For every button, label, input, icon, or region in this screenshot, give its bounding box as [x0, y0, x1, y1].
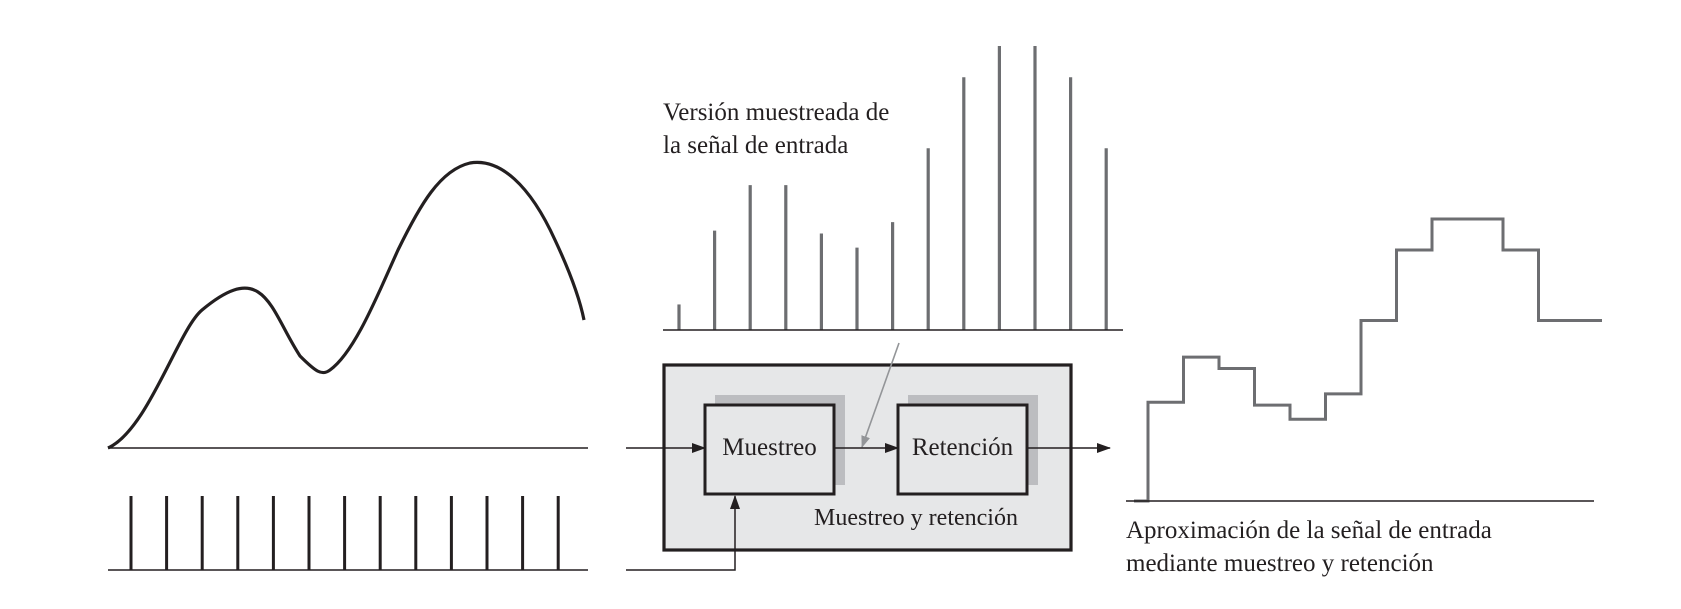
sampled-label-line1: Versión muestreada de — [663, 99, 889, 126]
sample-hold-system: Muestreo Retención Muestreo y retención — [662, 342, 1073, 552]
sampler-block — [703, 403, 836, 496]
hold-output-staircase — [1134, 217, 1602, 503]
output-panel: Aproximación de la señal de entrada medi… — [1126, 217, 1602, 577]
sample-bar-group — [677, 46, 1108, 330]
input-signal-panel — [107, 160, 588, 450]
sampled-signal-panel: Versión muestreada de la señal de entrad… — [663, 46, 1123, 331]
sampled-label-line2: la señal de entrada — [663, 132, 848, 159]
signal-connections — [626, 443, 1111, 571]
output-label-line2: mediante muestreo y retención — [1126, 550, 1434, 577]
system-label: Muestreo y retención — [814, 505, 1018, 531]
sampler-label: Muestreo — [722, 434, 816, 461]
gray-pointer-arrow — [861, 342, 900, 448]
clock-pulse-group — [129, 496, 560, 570]
output-label-line1: Aproximación de la señal de entrada — [1126, 517, 1492, 544]
clock-connection-arrow — [626, 495, 740, 571]
clock-panel — [108, 496, 588, 571]
input-signal-curve — [107, 160, 586, 450]
hold-label: Retención — [912, 434, 1014, 461]
